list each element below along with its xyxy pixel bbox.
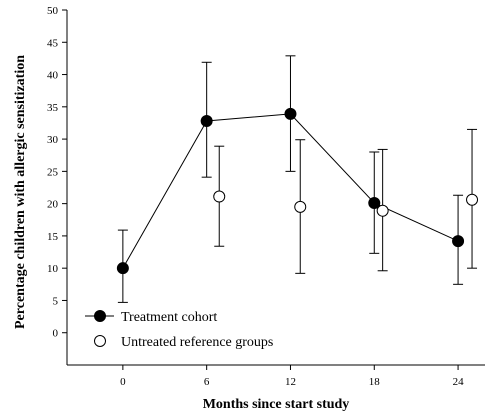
legend-marker-reference [94, 335, 106, 347]
y-tick-label: 40 [47, 70, 59, 82]
data-point-reference [213, 190, 226, 203]
y-tick-label: 25 [47, 166, 59, 178]
y-tick-label: 30 [47, 134, 59, 146]
legend-marker-treatment [94, 310, 106, 322]
x-tick-label: 12 [285, 376, 296, 388]
data-point-treatment [116, 262, 129, 275]
error-bars-group [117, 55, 478, 303]
data-point-treatment [368, 196, 381, 209]
y-tick-label: 15 [47, 231, 59, 243]
legend-label-treatment: Treatment cohort [121, 310, 217, 325]
y-tick-label: 50 [47, 5, 59, 17]
y-tick-label: 45 [47, 37, 59, 49]
data-points-group [116, 107, 479, 275]
x-tick-label: 0 [120, 376, 126, 388]
data-point-treatment [452, 235, 465, 248]
legend-label-reference: Untreated reference groups [121, 335, 273, 350]
x-tick-label: 18 [369, 376, 381, 388]
data-point-treatment [200, 115, 213, 128]
data-point-reference [466, 193, 479, 206]
y-tick-label: 0 [53, 328, 59, 340]
y-tick-label: 10 [47, 263, 59, 275]
data-point-treatment [284, 107, 297, 120]
axes-group: 0 5 10 15 20 25 30 35 40 45 50 0 6 12 18 24 [47, 5, 485, 388]
x-tick-label: 24 [453, 376, 465, 388]
y-axis-title: Percentage children with allergic sensit… [13, 55, 28, 329]
x-axis-title: Months since start study [203, 397, 350, 412]
y-tick-label: 5 [53, 295, 59, 307]
x-tick-label: 6 [204, 376, 210, 388]
y-tick-label: 35 [47, 102, 59, 114]
y-tick-label: 20 [47, 199, 59, 211]
data-point-reference [294, 200, 307, 213]
legend: Treatment cohort Untreated reference gro… [85, 310, 273, 350]
data-point-reference [376, 204, 389, 217]
